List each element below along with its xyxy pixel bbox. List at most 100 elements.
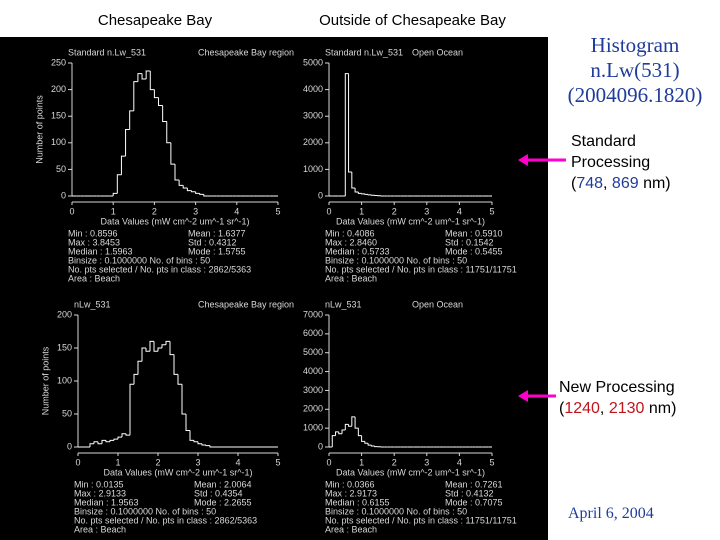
stats-line: Mode : 0.7075 [445,497,503,507]
stats-line: Min : 0.0135 [74,479,124,489]
histogram-bin [178,180,184,186]
stats-line: No. pts selected / No. pts in class : 11… [325,264,517,274]
stats-line: Mean : 0.7261 [445,479,503,489]
y-tick-label: 0 [67,441,72,451]
histogram-bin [331,435,336,447]
note-line: New Processing [559,379,675,396]
histogram-bin [367,443,372,446]
histogram-bin [364,193,369,195]
histogram-bin [361,435,365,442]
histogram-bin [169,341,174,356]
stats-line: Std : 0.4132 [445,488,494,498]
histogram-bin [344,423,349,431]
new-note: New Processing (1240, 2130 nm) [559,377,676,419]
x-tick-label: 3 [195,457,200,467]
histogram-bin [344,73,349,196]
histogram-bin [109,439,114,442]
histogram-bin [351,172,356,189]
x-tick-label: 0 [326,457,331,467]
panel-subtitle: Open Ocean [412,47,463,57]
stats-line: Mean : 2.0064 [194,479,252,489]
y-tick-label: 4000 [303,84,323,94]
histogram-bin [157,347,162,352]
histogram-bin [89,443,94,447]
histogram-bin [374,446,378,448]
histogram-bin [357,428,362,437]
x-tick-label: 0 [69,206,74,216]
stats-line: Mean : 0.5910 [445,228,503,238]
histogram-bin [105,440,110,443]
histogram-bin [209,445,214,448]
x-tick-label: 5 [275,457,280,467]
stats-line: Min : 0.0366 [325,479,375,489]
stats-line: No. pts selected / No. pts in class : 28… [68,264,251,274]
x-tick-label: 3 [193,206,198,216]
x-tick-label: 0 [326,206,331,216]
y-tick-label: 50 [56,164,66,174]
histogram-bin [185,414,190,431]
histogram-bin [166,121,171,144]
histogram-bin [153,341,158,352]
histogram-bin [174,164,180,181]
histogram-bin [165,340,170,345]
x-tick-label: 5 [489,457,494,467]
stats-line: Min : 0.8596 [68,228,118,238]
histogram-bin [158,97,163,107]
y-tick-label: 5000 [303,347,323,357]
histogram-bin [338,431,343,435]
note-line: Standard [571,133,636,150]
histogram-bin [364,441,369,444]
note-line: (748, 869 nm) [571,173,671,194]
y-tick-label: 200 [57,309,72,319]
arrow-new [518,390,556,402]
x-tick-label: 1 [359,457,364,467]
stats-line: Min : 0.4086 [325,228,375,238]
histogram-bin [195,191,200,194]
stats-line: Area : Beach [325,273,377,283]
y-tick-label: 150 [57,342,72,352]
histogram-bin [354,416,359,429]
histogram-bin [137,73,143,82]
stats-line: Median : 1.5963 [68,246,133,256]
x-tick-label: 0 [75,457,80,467]
text: nm) [638,175,671,192]
column-header: Outside of Chesapeake Bay [319,12,506,29]
stats-line: Mode : 0.5455 [445,246,503,256]
x-tick-label: 1 [115,457,120,467]
x-tick-label: 1 [111,206,116,216]
y-tick-label: 7000 [303,309,323,319]
stats-line: Binsize : 0.1000000 No. of bins : 50 [74,506,216,516]
y-axis-label: Number of points [40,346,50,415]
histogram-bin [133,373,138,385]
stats-line: Binsize : 0.1000000 No. of bins : 50 [325,255,467,265]
stats-line: Binsize : 0.1000000 No. of bins : 50 [68,255,210,265]
y-tick-label: 100 [57,375,72,385]
x-tick-label: 1 [359,206,364,216]
x-axis-label: Data Values (mW cm^-2 um^-1 sr^-1) [336,216,485,226]
histogram-bin [170,142,175,165]
histogram-bin [129,383,134,436]
y-tick-label: 150 [51,111,66,121]
y-tick-label: 0 [318,190,323,200]
x-tick-label: 2 [392,206,397,216]
x-tick-label: 2 [155,457,160,467]
stats-line: Std : 0.4354 [194,488,243,498]
histogram-bin [190,190,196,193]
histogram-bin [197,441,202,445]
histogram-bin [101,439,106,444]
y-tick-label: 0 [61,190,66,200]
slide-title: Histogram n.Lw(531) (2004096.1820) [550,33,720,108]
histogram-bin [348,424,352,427]
panel-title: Standard n.Lw_531 [325,47,403,57]
histogram-bin [137,360,142,375]
stats-line: Mode : 1.5755 [188,246,246,256]
histogram-bin [189,430,194,441]
panel-subtitle: Chesapeake Bay region [198,47,294,57]
histogram-bin [129,110,134,130]
histogram-bin [93,441,98,444]
y-tick-label: 2000 [303,137,323,147]
text: nm) [644,400,677,417]
title-line: n.Lw(531) [590,58,680,82]
histogram-bin [354,188,359,193]
title-line: Histogram [590,33,680,57]
